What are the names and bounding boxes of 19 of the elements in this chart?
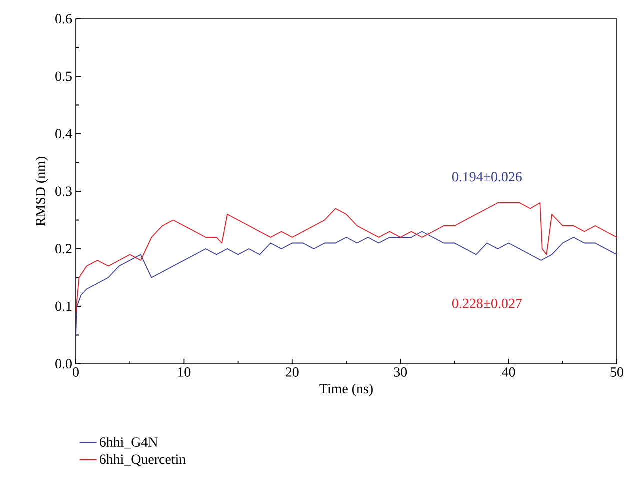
annotation: 0.194±0.026 — [452, 172, 522, 182]
annotation: 0.228±0.027 — [452, 298, 522, 308]
x-axis-title: Time (ns) — [320, 384, 373, 396]
y-axis-title: RMSD (nm) — [36, 157, 48, 226]
legend-label: 6hhi_G4N — [100, 437, 158, 449]
legend-label: 6hhi_Quercetin — [100, 454, 186, 466]
y-tick-label: 0.6 — [56, 14, 72, 24]
y-tick-label: 0.2 — [56, 244, 72, 254]
x-tick-label: 0 — [73, 368, 79, 377]
x-tick-label: 20 — [286, 368, 299, 377]
x-tick-label: 50 — [610, 368, 624, 377]
y-tick-label: 0.3 — [56, 186, 72, 196]
y-tick-label: 0.4 — [56, 129, 72, 139]
y-tick-label: 0.5 — [56, 72, 72, 82]
y-tick-label: 0.0 — [56, 359, 72, 369]
x-tick-label: 30 — [394, 368, 408, 377]
x-tick-label: 10 — [178, 368, 191, 377]
y-tick-label: 0.1 — [56, 302, 72, 312]
x-tick-label: 40 — [502, 368, 516, 377]
